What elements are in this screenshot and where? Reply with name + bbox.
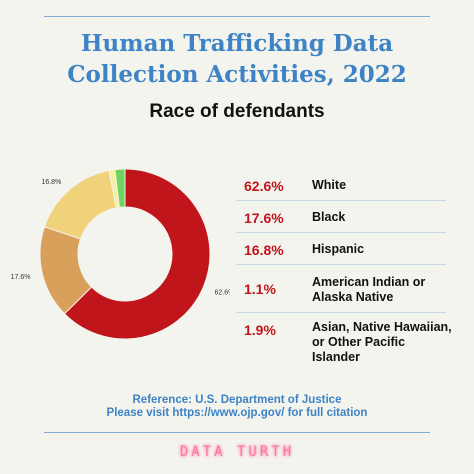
legend-pct: 1.9% (244, 322, 276, 338)
slice-value-label: 16.8% (41, 179, 61, 186)
bottom-divider (44, 432, 430, 433)
donut-slice-white (63, 168, 211, 340)
legend-divider (236, 232, 446, 233)
legend-label: Hispanic (312, 242, 365, 256)
donut-slice-asian-native-hawaiian-or-other-pacific-islander (114, 168, 126, 208)
legend-label: White (312, 178, 347, 192)
reference-note: Reference: U.S. Department of Justice Pl… (0, 394, 474, 420)
citation-link[interactable]: Please visit https://www.ojp.gov/ for fu… (106, 407, 368, 419)
title-line-2: Collection Activities, 2022 (67, 61, 407, 88)
legend-divider (236, 200, 446, 201)
legend-label: Black (312, 210, 346, 224)
legend-pct: 17.6% (244, 210, 284, 226)
legend-pct: 1.1% (244, 281, 276, 297)
slice-value-label: 62.6% (214, 289, 230, 296)
slice-value-label: 17.6% (11, 274, 31, 281)
legend-pct: 62.6% (244, 178, 284, 194)
legend-label: American Indian or Alaska Native (312, 275, 426, 304)
legend-divider (236, 264, 446, 265)
legend-label: Asian, Native Hawaiian, or Other Pacific… (312, 320, 452, 364)
top-divider (44, 16, 430, 17)
brand-logo: DATA TURTH (179, 444, 295, 460)
legend-divider (236, 312, 446, 313)
donut-chart: 62.6%17.6%16.8%1.9% (11, 168, 230, 340)
chart-subtitle: Race of defendants (149, 101, 325, 122)
title-line-1: Human Trafficking Data (80, 30, 394, 57)
reference-source: Reference: U.S. Department of Justice (132, 394, 342, 406)
legend-pct: 16.8% (244, 242, 284, 258)
page-title: Human Trafficking Data Collection Activi… (0, 28, 474, 90)
